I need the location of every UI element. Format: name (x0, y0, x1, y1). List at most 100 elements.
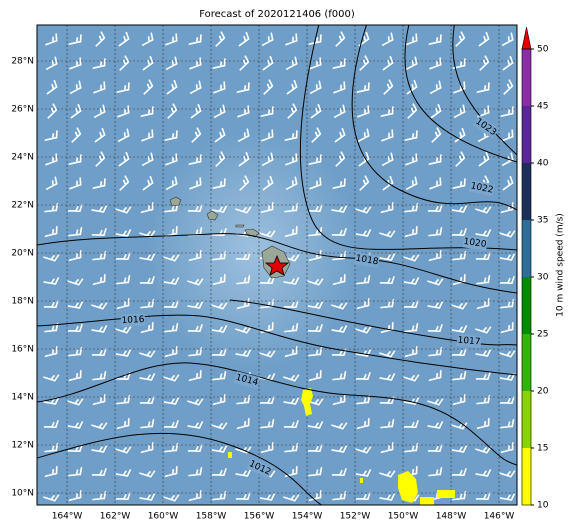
wind-barb (475, 206, 492, 214)
wind-barb (356, 418, 370, 430)
wind-barb (427, 204, 443, 213)
wind-barb (68, 467, 83, 477)
wind-barb (260, 202, 274, 214)
wind-barb (404, 443, 419, 453)
wind-barb (92, 251, 107, 261)
wind-barb (476, 275, 491, 285)
wind-barb (44, 130, 58, 141)
wind-barb (311, 127, 322, 143)
wind-barb (115, 469, 132, 477)
wind-barb (358, 31, 370, 47)
isobar-label-bg (354, 252, 380, 268)
wind-barb (119, 55, 130, 71)
wind-barb (379, 493, 396, 501)
graticule: 164°W 162°W 160°W 158°W 156°W 154°W 152°W 150°W… (11, 25, 517, 522)
wind-barb (235, 326, 252, 334)
wind-barb (235, 469, 252, 477)
wind-barb (68, 347, 83, 357)
wind-barb (212, 251, 227, 261)
wind-barb (309, 80, 322, 95)
wind-barb (212, 491, 227, 501)
wind-barb (187, 444, 203, 453)
wind-barb (333, 104, 346, 119)
wind-barb (115, 446, 132, 454)
wind-barb (308, 34, 322, 45)
wind-barb (379, 276, 395, 285)
wind-barb (43, 300, 59, 309)
wind-barb (356, 82, 370, 93)
wind-barb (259, 493, 276, 501)
wind-barb (283, 420, 299, 429)
wind-barb (188, 250, 202, 262)
wind-barb (284, 203, 299, 213)
wind-barb (356, 298, 370, 310)
wind-barb (142, 175, 154, 191)
wind-barb (44, 466, 58, 478)
wind-barb (164, 443, 179, 453)
wind-barb (236, 82, 250, 93)
wind-barb (451, 468, 467, 477)
wind-barb (452, 178, 466, 189)
wind-barb (309, 177, 322, 190)
wind-barb (212, 394, 226, 406)
wind-barb (452, 58, 466, 69)
wind-barb (382, 55, 394, 71)
wind-barb (238, 31, 250, 47)
wind-barb (283, 277, 300, 285)
wind-barb (259, 396, 275, 405)
wind-barb (239, 175, 250, 191)
wind-barb (163, 397, 180, 405)
wind-barb (451, 325, 468, 333)
wind-barb (475, 252, 491, 261)
wind-barb (503, 79, 514, 95)
wind-barb (166, 79, 178, 95)
wind-barb (427, 444, 443, 453)
wind-barb (213, 81, 226, 94)
wind-barb (356, 275, 371, 285)
wind-barb (212, 274, 226, 286)
colorbar-extend (521, 26, 532, 50)
wind-barb (429, 177, 442, 190)
wind-barb (475, 492, 491, 501)
wind-barb (476, 395, 491, 405)
wind-barb (403, 420, 419, 429)
wind-barb (47, 103, 58, 119)
wind-barb (335, 31, 346, 47)
wind-barb (115, 326, 132, 334)
colorbar: 10 15 20 25 30 35 40 45 50 (521, 26, 549, 511)
colorbar-bin (522, 220, 531, 277)
wind-barb (44, 323, 59, 333)
wind-barb (67, 398, 84, 406)
latitude-label: 16°N (11, 345, 34, 355)
wind-barb (407, 103, 418, 119)
wind-barb (212, 178, 226, 189)
wind-barb (500, 299, 515, 309)
wind-barb (403, 277, 420, 285)
wind-barb (428, 370, 442, 382)
longitude-label: 160°W (148, 512, 179, 522)
wind-barb (405, 176, 418, 191)
wind-barb (163, 494, 180, 502)
wind-barb (331, 445, 348, 453)
wind-barb (309, 57, 322, 70)
wind-barb (92, 58, 106, 69)
wind-barb (91, 205, 108, 213)
wind-barb (451, 302, 468, 310)
wind-barb (164, 346, 178, 358)
wind-barb (259, 230, 276, 238)
wind-barb (380, 419, 395, 429)
wind-barb (43, 494, 60, 502)
wind-barb (188, 490, 202, 502)
wind-barb (164, 323, 179, 333)
wind-barb (187, 324, 203, 333)
wind-barb (45, 33, 58, 46)
wind-barb (262, 175, 274, 191)
colorbar-tick-label: 35 (537, 216, 548, 226)
wind-barb (359, 175, 370, 191)
wind-barb (68, 370, 82, 382)
wind-barb (115, 206, 132, 214)
wind-barb (405, 56, 418, 71)
wind-barb (499, 276, 515, 285)
wind-barb (331, 205, 348, 213)
wind-barb (237, 128, 250, 143)
